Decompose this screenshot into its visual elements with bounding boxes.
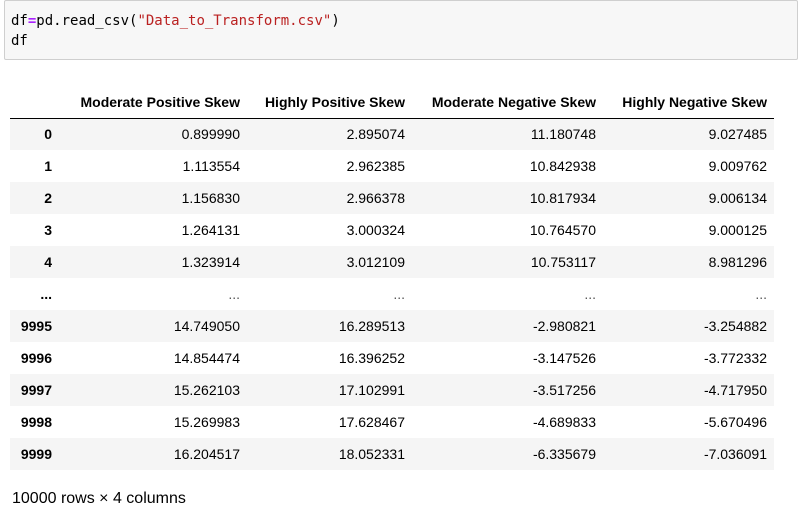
index-header [10, 86, 59, 119]
table-cell: 3.000324 [346, 222, 405, 238]
table-row: 9997 15.262103 17.102991 -3.517256 -4.717950 [10, 374, 774, 406]
code-editor[interactable]: df=pd.read_csv("Data_to_Transform.csv") … [11, 11, 340, 51]
table-cell: 8.981296 [708, 254, 767, 270]
table-cell: -3.254882 [703, 318, 767, 334]
column-header: Highly Positive Skew [247, 86, 412, 119]
code-string-literal: "Data_to_Transform.csv" [137, 13, 332, 29]
table-cell: 2.895074 [346, 126, 405, 143]
table-cell: -4.717950 [703, 382, 767, 398]
table-cell: 10.842938 [529, 158, 596, 174]
table-cell: 1.323914 [181, 254, 240, 270]
table-row: 3 1.264131 3.000324 10.764570 9.000125 [10, 214, 774, 246]
row-index: ... [40, 286, 52, 302]
dataframe-shape: 10000 rows × 4 columns [12, 490, 186, 507]
table-row: 9998 15.269983 17.628467 -4.689833 -5.670496 [10, 406, 774, 438]
table-cell: 17.628467 [338, 414, 405, 430]
table-row: 2 1.156830 2.966378 10.817934 9.006134 [10, 182, 774, 214]
table-cell: 10.764570 [529, 222, 596, 238]
ellipsis-row: ............... [10, 278, 774, 310]
table-row: 9995 14.749050 16.289513 -2.980821 -3.254882 [10, 310, 774, 342]
header-row: Moderate Positive Skew Highly Positive S… [10, 86, 774, 119]
table-cell: 16.396252 [338, 350, 405, 366]
code-function-call: pd.read_csv( [36, 13, 138, 29]
table-cell: 9.027485 [708, 126, 767, 143]
table-cell: 2.966378 [346, 190, 405, 206]
table-cell: ... [228, 286, 240, 302]
row-index: 3 [44, 222, 52, 238]
table-cell: -4.689833 [532, 414, 596, 430]
row-index: 0 [44, 126, 52, 143]
column-header: Moderate Positive Skew [59, 86, 247, 119]
table-cell: 14.854474 [173, 350, 240, 366]
code-assign-operator: = [27, 13, 37, 29]
table-cell: ... [393, 286, 405, 302]
table-cell: 1.264131 [181, 222, 240, 238]
table-cell: 0.899990 [181, 126, 240, 143]
column-header: Highly Negative Skew [603, 86, 774, 119]
table-cell: -2.980821 [532, 318, 596, 334]
table-header: Moderate Positive Skew Highly Positive S… [10, 86, 774, 119]
dataframe-table: Moderate Positive Skew Highly Positive S… [10, 86, 774, 470]
table-cell: ... [584, 286, 596, 302]
table-cell: -7.036091 [703, 446, 767, 462]
table-cell: 1.156830 [181, 190, 240, 206]
table-cell: 2.962385 [346, 158, 405, 174]
table-cell: 3.012109 [346, 254, 405, 270]
table-cell: -3.772332 [703, 350, 767, 366]
row-index: 2 [44, 190, 52, 206]
table-cell: 9.000125 [708, 222, 767, 238]
table-cell: 18.052331 [338, 446, 405, 462]
table-cell: -5.670496 [703, 414, 767, 430]
table-cell: -3.517256 [532, 382, 596, 398]
table-cell: 15.262103 [173, 382, 240, 398]
row-index: 9996 [20, 350, 52, 366]
table-cell: 10.753117 [530, 254, 596, 270]
table-cell: 15.269983 [173, 414, 240, 430]
row-index: 1 [44, 158, 52, 174]
code-input-cell[interactable]: df=pd.read_csv("Data_to_Transform.csv") … [4, 0, 798, 60]
row-index: 4 [44, 254, 52, 270]
table-cell: 11.180748 [530, 126, 596, 143]
table-body: 0 0.899990 2.895074 11.180748 9.027485 1 1.113… [10, 118, 774, 470]
table-cell: 16.204517 [173, 446, 240, 462]
table-cell: 14.749050 [173, 318, 240, 334]
code-close-paren: ) [331, 13, 340, 29]
table-cell: -6.335679 [532, 446, 596, 462]
table-cell: 16.289513 [338, 318, 405, 334]
row-index: 9995 [20, 318, 52, 334]
table-cell: 9.006134 [708, 190, 767, 206]
row-index: 9997 [20, 382, 52, 398]
table-row: 9996 14.854474 16.396252 -3.147526 -3.772332 [10, 342, 774, 374]
table-cell: 10.817934 [529, 190, 596, 206]
table-cell: 1.113554 [182, 158, 240, 174]
table-cell: 17.102991 [338, 382, 405, 398]
table-cell: ... [755, 286, 767, 302]
table-cell: 9.009762 [708, 158, 767, 174]
row-index: 9998 [20, 414, 52, 430]
row-index: 9999 [20, 446, 52, 462]
code-line-2: df [11, 33, 28, 49]
table-row: 4 1.323914 3.012109 10.753117 8.981296 [10, 246, 774, 278]
table-row: 0 0.899990 2.895074 11.180748 9.027485 [10, 118, 774, 150]
table-row: 1 1.113554 2.962385 10.842938 9.009762 [10, 150, 774, 182]
column-header: Moderate Negative Skew [412, 86, 603, 119]
code-variable: df [11, 13, 28, 29]
table-row: 9999 16.204517 18.052331 -6.335679 -7.036091 [10, 438, 774, 470]
table-cell: -3.147526 [532, 350, 596, 366]
